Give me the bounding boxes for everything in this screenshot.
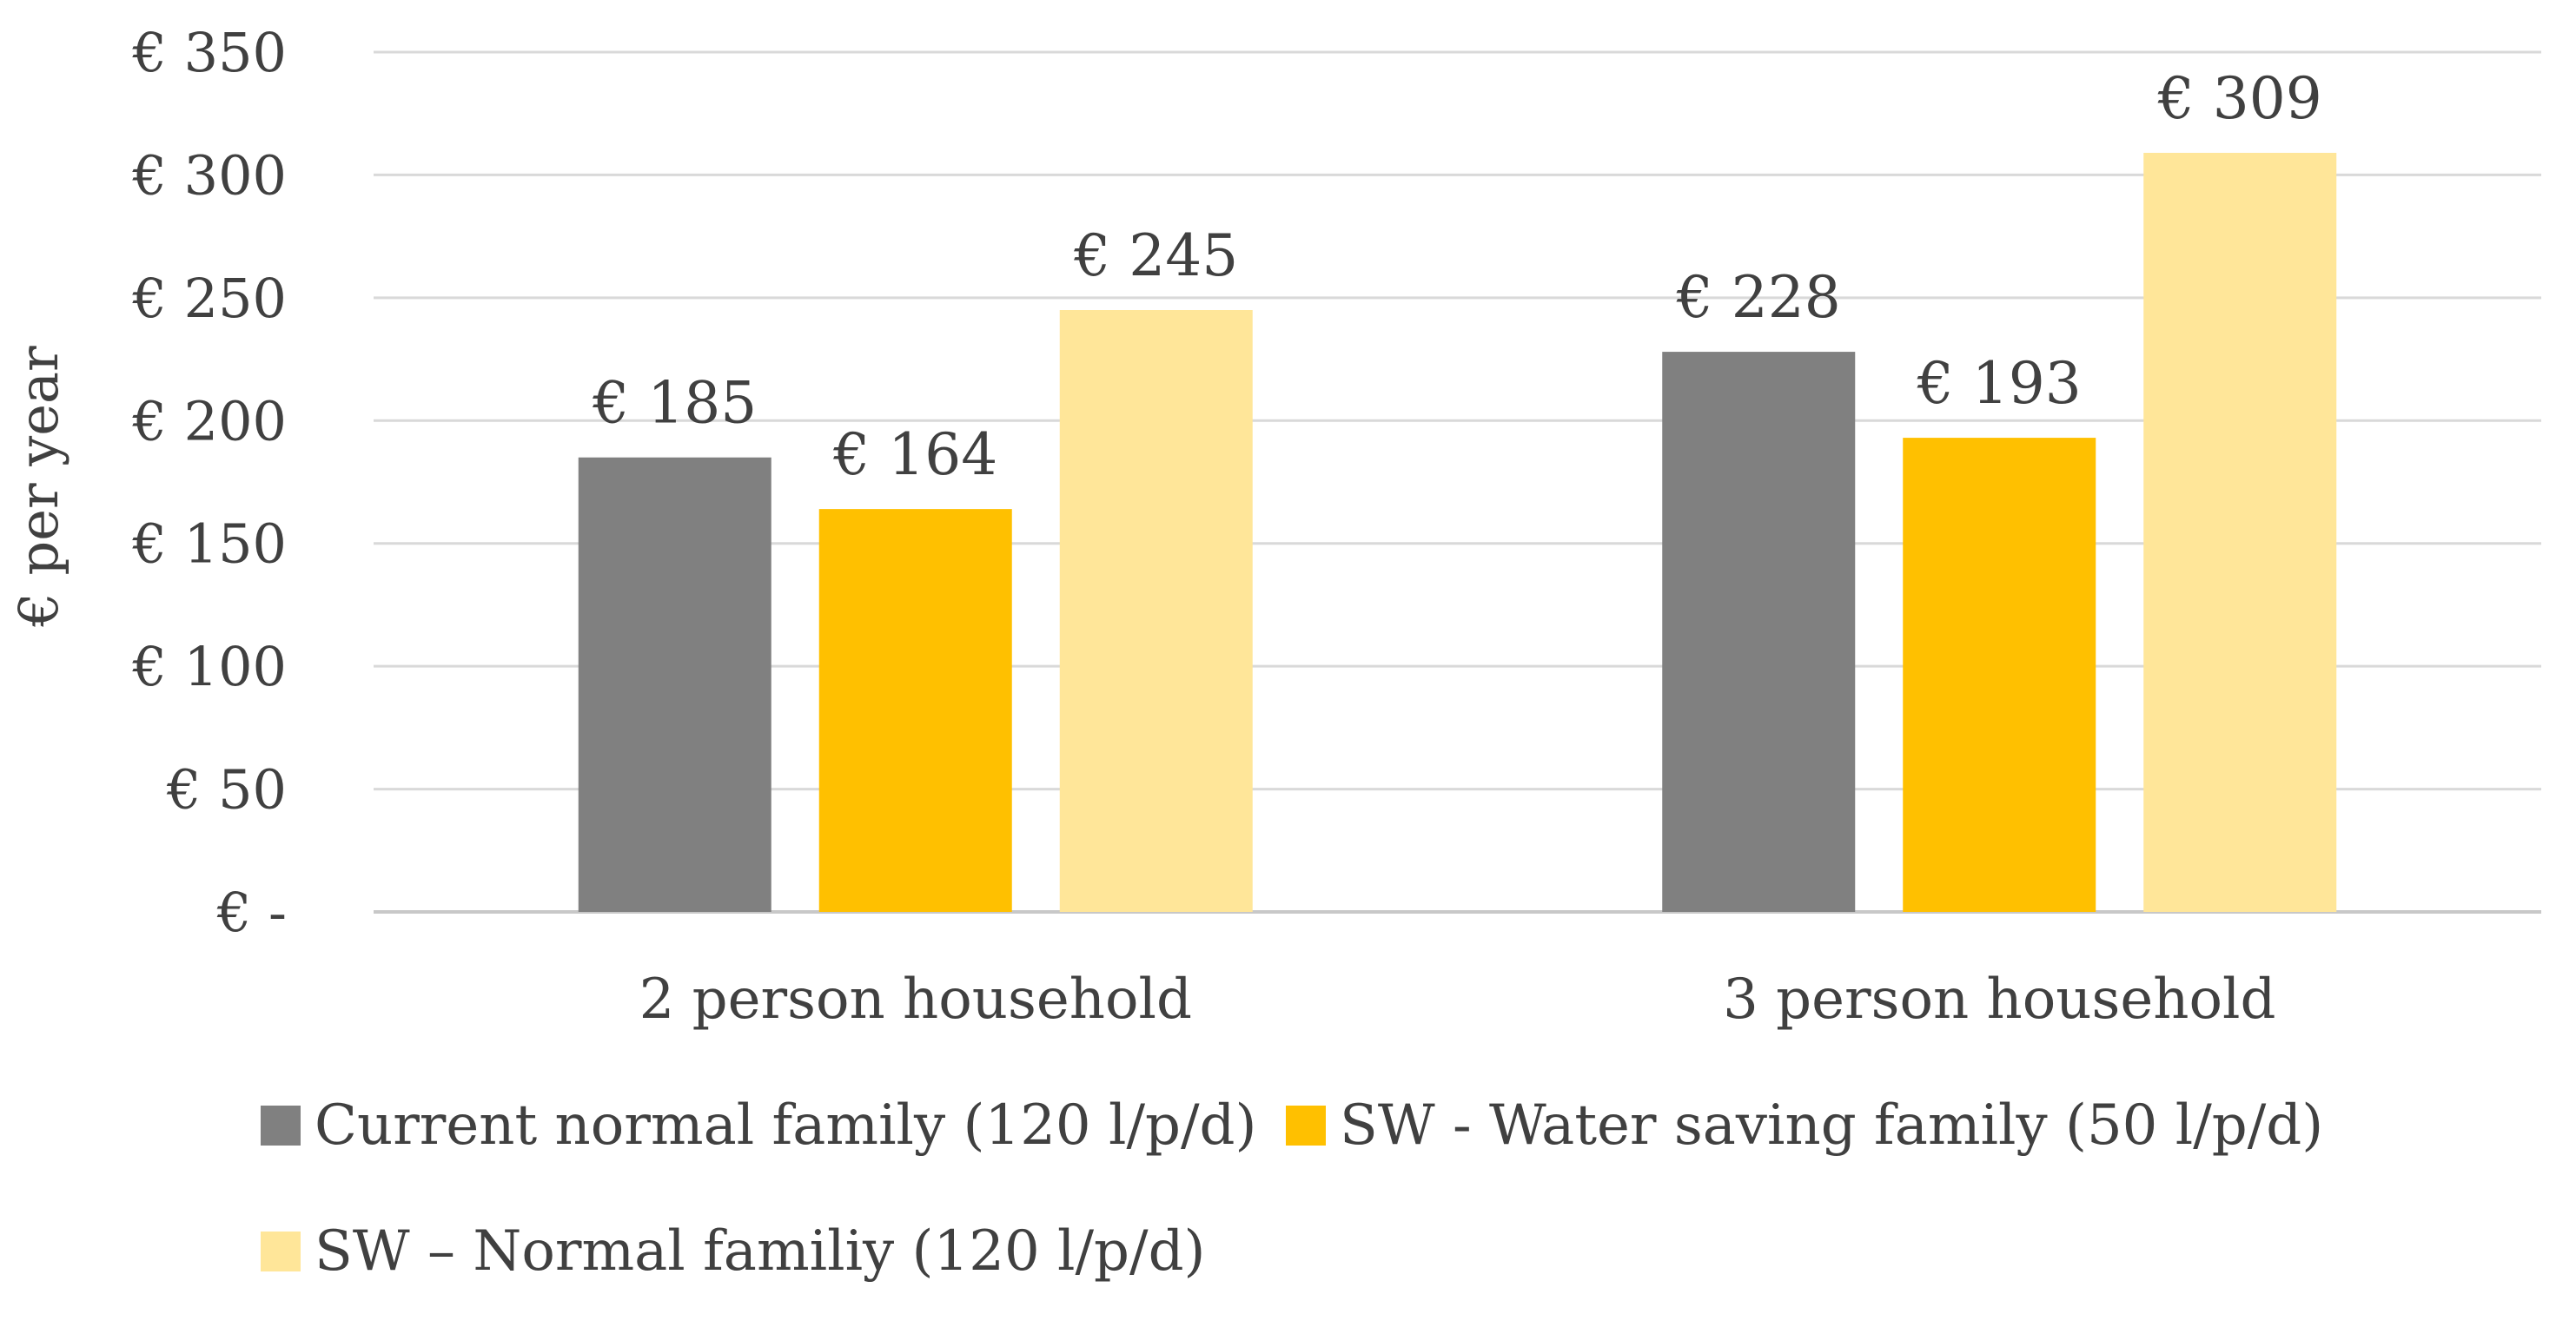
data-label: € 193 (1917, 350, 2082, 417)
data-label: € 245 (1073, 222, 1238, 289)
bar (1903, 438, 2096, 913)
legend-swatch (261, 1232, 301, 1271)
data-label: € 309 (2157, 65, 2322, 132)
x-tick-label: 2 person household (639, 967, 1192, 1032)
bar (578, 457, 771, 912)
x-axis-ticks: 2 person household 3 person household (639, 967, 2276, 1032)
y-tick-label: € 150 (132, 512, 288, 576)
legend: Current normal family (120 l/p/d) SW - Wa… (261, 1093, 2323, 1284)
y-tick-label: € 200 (132, 389, 288, 452)
bar (1059, 310, 1253, 912)
data-label: € 164 (832, 421, 997, 488)
legend-label: SW – Normal familiy (120 l/p/d) (315, 1219, 1206, 1284)
bars (578, 152, 2337, 913)
y-tick-label: € 100 (132, 635, 288, 698)
y-axis-title: € per year (7, 346, 70, 628)
legend-swatch (261, 1106, 301, 1146)
data-labels: € 185 € 164 € 245 € 228 € 193 € 309 (592, 65, 2321, 488)
bar (2143, 152, 2337, 912)
data-label: € 228 (1676, 264, 1841, 331)
legend-swatch (1286, 1106, 1326, 1146)
bar (818, 509, 1012, 912)
data-label: € 185 (592, 370, 757, 437)
y-axis-ticks: € - € 50 € 100 € 150 € 200 € 250 € 300 € 350 (132, 21, 288, 944)
y-tick-label: € 350 (132, 21, 288, 84)
y-tick-label: € - (216, 881, 287, 944)
legend-label: SW - Water saving family (50 l/p/d) (1340, 1093, 2323, 1158)
legend-label: Current normal family (120 l/p/d) (315, 1093, 1256, 1158)
bar (1662, 352, 1856, 913)
y-tick-label: € 50 (166, 758, 287, 822)
x-tick-label: 3 person household (1723, 967, 2275, 1032)
y-tick-label: € 250 (132, 267, 288, 330)
y-tick-label: € 300 (132, 143, 288, 207)
